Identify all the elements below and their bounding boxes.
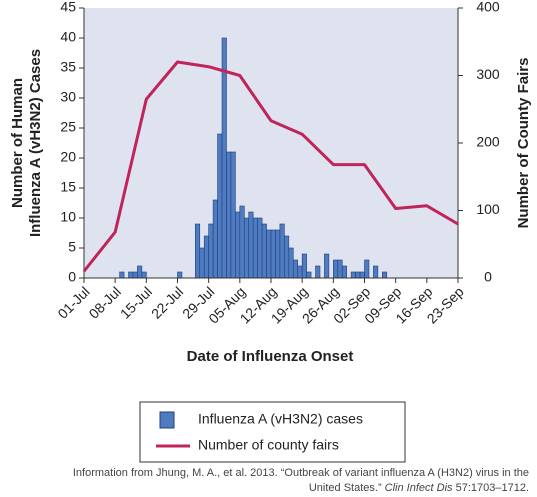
bar (195, 223, 201, 279)
bar (203, 235, 209, 279)
source-journal: Clin Infect Dis (384, 482, 453, 494)
y2-tick-label: 400 (476, 0, 500, 15)
bar (257, 217, 263, 279)
y-tick-label: 15 (60, 179, 76, 195)
bar (217, 133, 223, 279)
bar (235, 211, 241, 279)
legend-box (139, 401, 406, 463)
source-text: 57:1703–1712. (452, 482, 529, 494)
bar (270, 229, 276, 279)
y2-tick-label: 300 (476, 66, 500, 82)
bar (261, 223, 267, 279)
bar (226, 151, 232, 279)
bar (199, 247, 205, 279)
bar (275, 229, 281, 279)
line (82, 60, 459, 273)
y-tick-label: 25 (60, 119, 76, 135)
x-tick-label: 22-Jul (148, 283, 186, 321)
y-axis-title: Number of Human (9, 78, 26, 208)
y-tick-label: 20 (60, 149, 76, 165)
legend-swatch (159, 411, 175, 429)
y-tick-label: 0 (68, 269, 76, 285)
bar (284, 235, 290, 279)
bar (333, 259, 339, 279)
y-tick-label: 40 (60, 29, 76, 45)
bar (350, 271, 356, 279)
y2-axis-title: Number of County Fairs (515, 58, 532, 229)
y-axis-title: Influenza A (vH3N2) Cases (27, 49, 44, 237)
x-axis-title: Date of Influenza Onset (187, 348, 354, 365)
legend-label: Number of county fairs (198, 437, 339, 453)
y-tick-label: 35 (60, 59, 76, 75)
y2-tick-label: 100 (476, 201, 500, 217)
y-tick-label: 5 (68, 239, 76, 255)
source-text: Information from Jhung, M. A., et al. 20… (72, 467, 529, 479)
bar (137, 265, 143, 279)
x-tick-label: 15-Jul (117, 283, 155, 321)
y-tick-label: 10 (60, 209, 76, 225)
bar (119, 271, 125, 279)
bar (239, 205, 245, 279)
x-tick-label: 01-Jul (54, 283, 92, 321)
bar (248, 211, 254, 279)
bar (301, 253, 307, 279)
chart: Date of Influenza Onset Number of Human … (9, 0, 532, 463)
bar (141, 271, 147, 279)
bar (306, 271, 312, 279)
bar (324, 253, 330, 279)
y-tick-label: 45 (60, 0, 76, 15)
bar (337, 259, 343, 279)
bar (221, 37, 227, 279)
bar (266, 229, 272, 279)
bar (230, 151, 236, 279)
y2-tick-label: 0 (484, 269, 492, 285)
bar (128, 271, 134, 279)
bar (355, 271, 361, 279)
bar (288, 247, 294, 279)
y-tick-label: 30 (60, 89, 76, 105)
bar (359, 271, 365, 279)
bar (252, 217, 258, 279)
bar (243, 217, 250, 279)
y2-tick-label: 200 (476, 134, 500, 150)
source-text: United States.” (308, 482, 385, 494)
bar (315, 265, 321, 279)
legend-label: Influenza A (vH3N2) cases (198, 411, 363, 427)
bar (212, 199, 218, 279)
bar (279, 223, 285, 279)
bar (208, 223, 214, 279)
bar (132, 271, 138, 279)
x-tick-label: 08-Jul (86, 283, 124, 321)
bar (177, 271, 183, 279)
bar (364, 259, 370, 279)
bar (297, 265, 303, 279)
bar (292, 259, 299, 279)
bar (373, 265, 379, 279)
bar (382, 271, 388, 279)
bar (341, 265, 347, 279)
source-note: Information from Jhung, M. A., et al. 20… (9, 466, 529, 496)
